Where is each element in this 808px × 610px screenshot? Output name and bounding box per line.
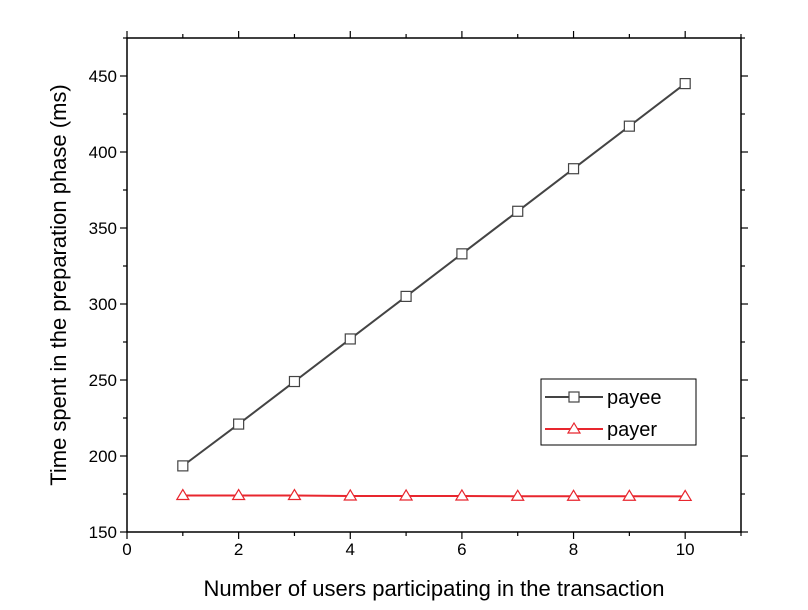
data-point-payee (679, 77, 691, 90)
data-point-payer (343, 488, 358, 501)
x-tick-label: 6 (457, 540, 466, 559)
series-line-payer (182, 494, 686, 498)
data-point-payee (288, 375, 301, 388)
legend-label-payee: payee (607, 387, 662, 409)
data-point-payer (566, 489, 581, 501)
data-series (175, 77, 693, 502)
data-point-payer (287, 488, 302, 501)
y-tick-label: 300 (89, 295, 117, 314)
legend-marker-payer (566, 421, 582, 434)
data-point-payee (512, 205, 524, 217)
axis-ticks: 0 2 4 6 8 10 150 200 250 300 350 400 450 (89, 31, 748, 559)
x-tick-label: 2 (234, 540, 243, 559)
data-point-payer (454, 488, 469, 501)
data-point-payee (177, 460, 189, 472)
legend: payee payer (540, 378, 697, 446)
data-point-payee (456, 248, 468, 260)
y-tick-label: 450 (89, 67, 117, 86)
data-point-payer (622, 489, 637, 501)
data-point-payer (231, 488, 246, 501)
data-point-payer (678, 489, 693, 502)
y-tick-label: 150 (89, 523, 117, 542)
data-point-payer (510, 489, 525, 501)
legend-marker-payee (568, 391, 580, 403)
x-tick-label: 8 (569, 540, 578, 559)
y-tick-label: 400 (89, 143, 117, 162)
data-point-payee (344, 333, 356, 345)
x-axis-title: Number of users participating in the tra… (203, 576, 664, 601)
x-tick-label: 0 (122, 540, 131, 559)
data-point-payee (623, 120, 635, 132)
y-tick-label: 250 (89, 371, 117, 390)
series-line-payee (182, 82, 686, 467)
x-tick-label: 10 (676, 540, 695, 559)
data-point-payee (567, 163, 580, 175)
x-tick-label: 4 (346, 540, 355, 559)
legend-label-payer: payer (607, 419, 657, 441)
data-point-payee (400, 290, 412, 302)
data-point-payer (175, 488, 190, 501)
data-point-payee (233, 418, 245, 430)
y-tick-label: 200 (89, 447, 117, 466)
plot-frame (126, 37, 742, 533)
y-axis-title: Time spent in the preparation phase (ms) (46, 84, 71, 486)
y-tick-label: 350 (89, 219, 117, 238)
data-point-payer (399, 488, 414, 501)
legend-box (540, 378, 697, 446)
